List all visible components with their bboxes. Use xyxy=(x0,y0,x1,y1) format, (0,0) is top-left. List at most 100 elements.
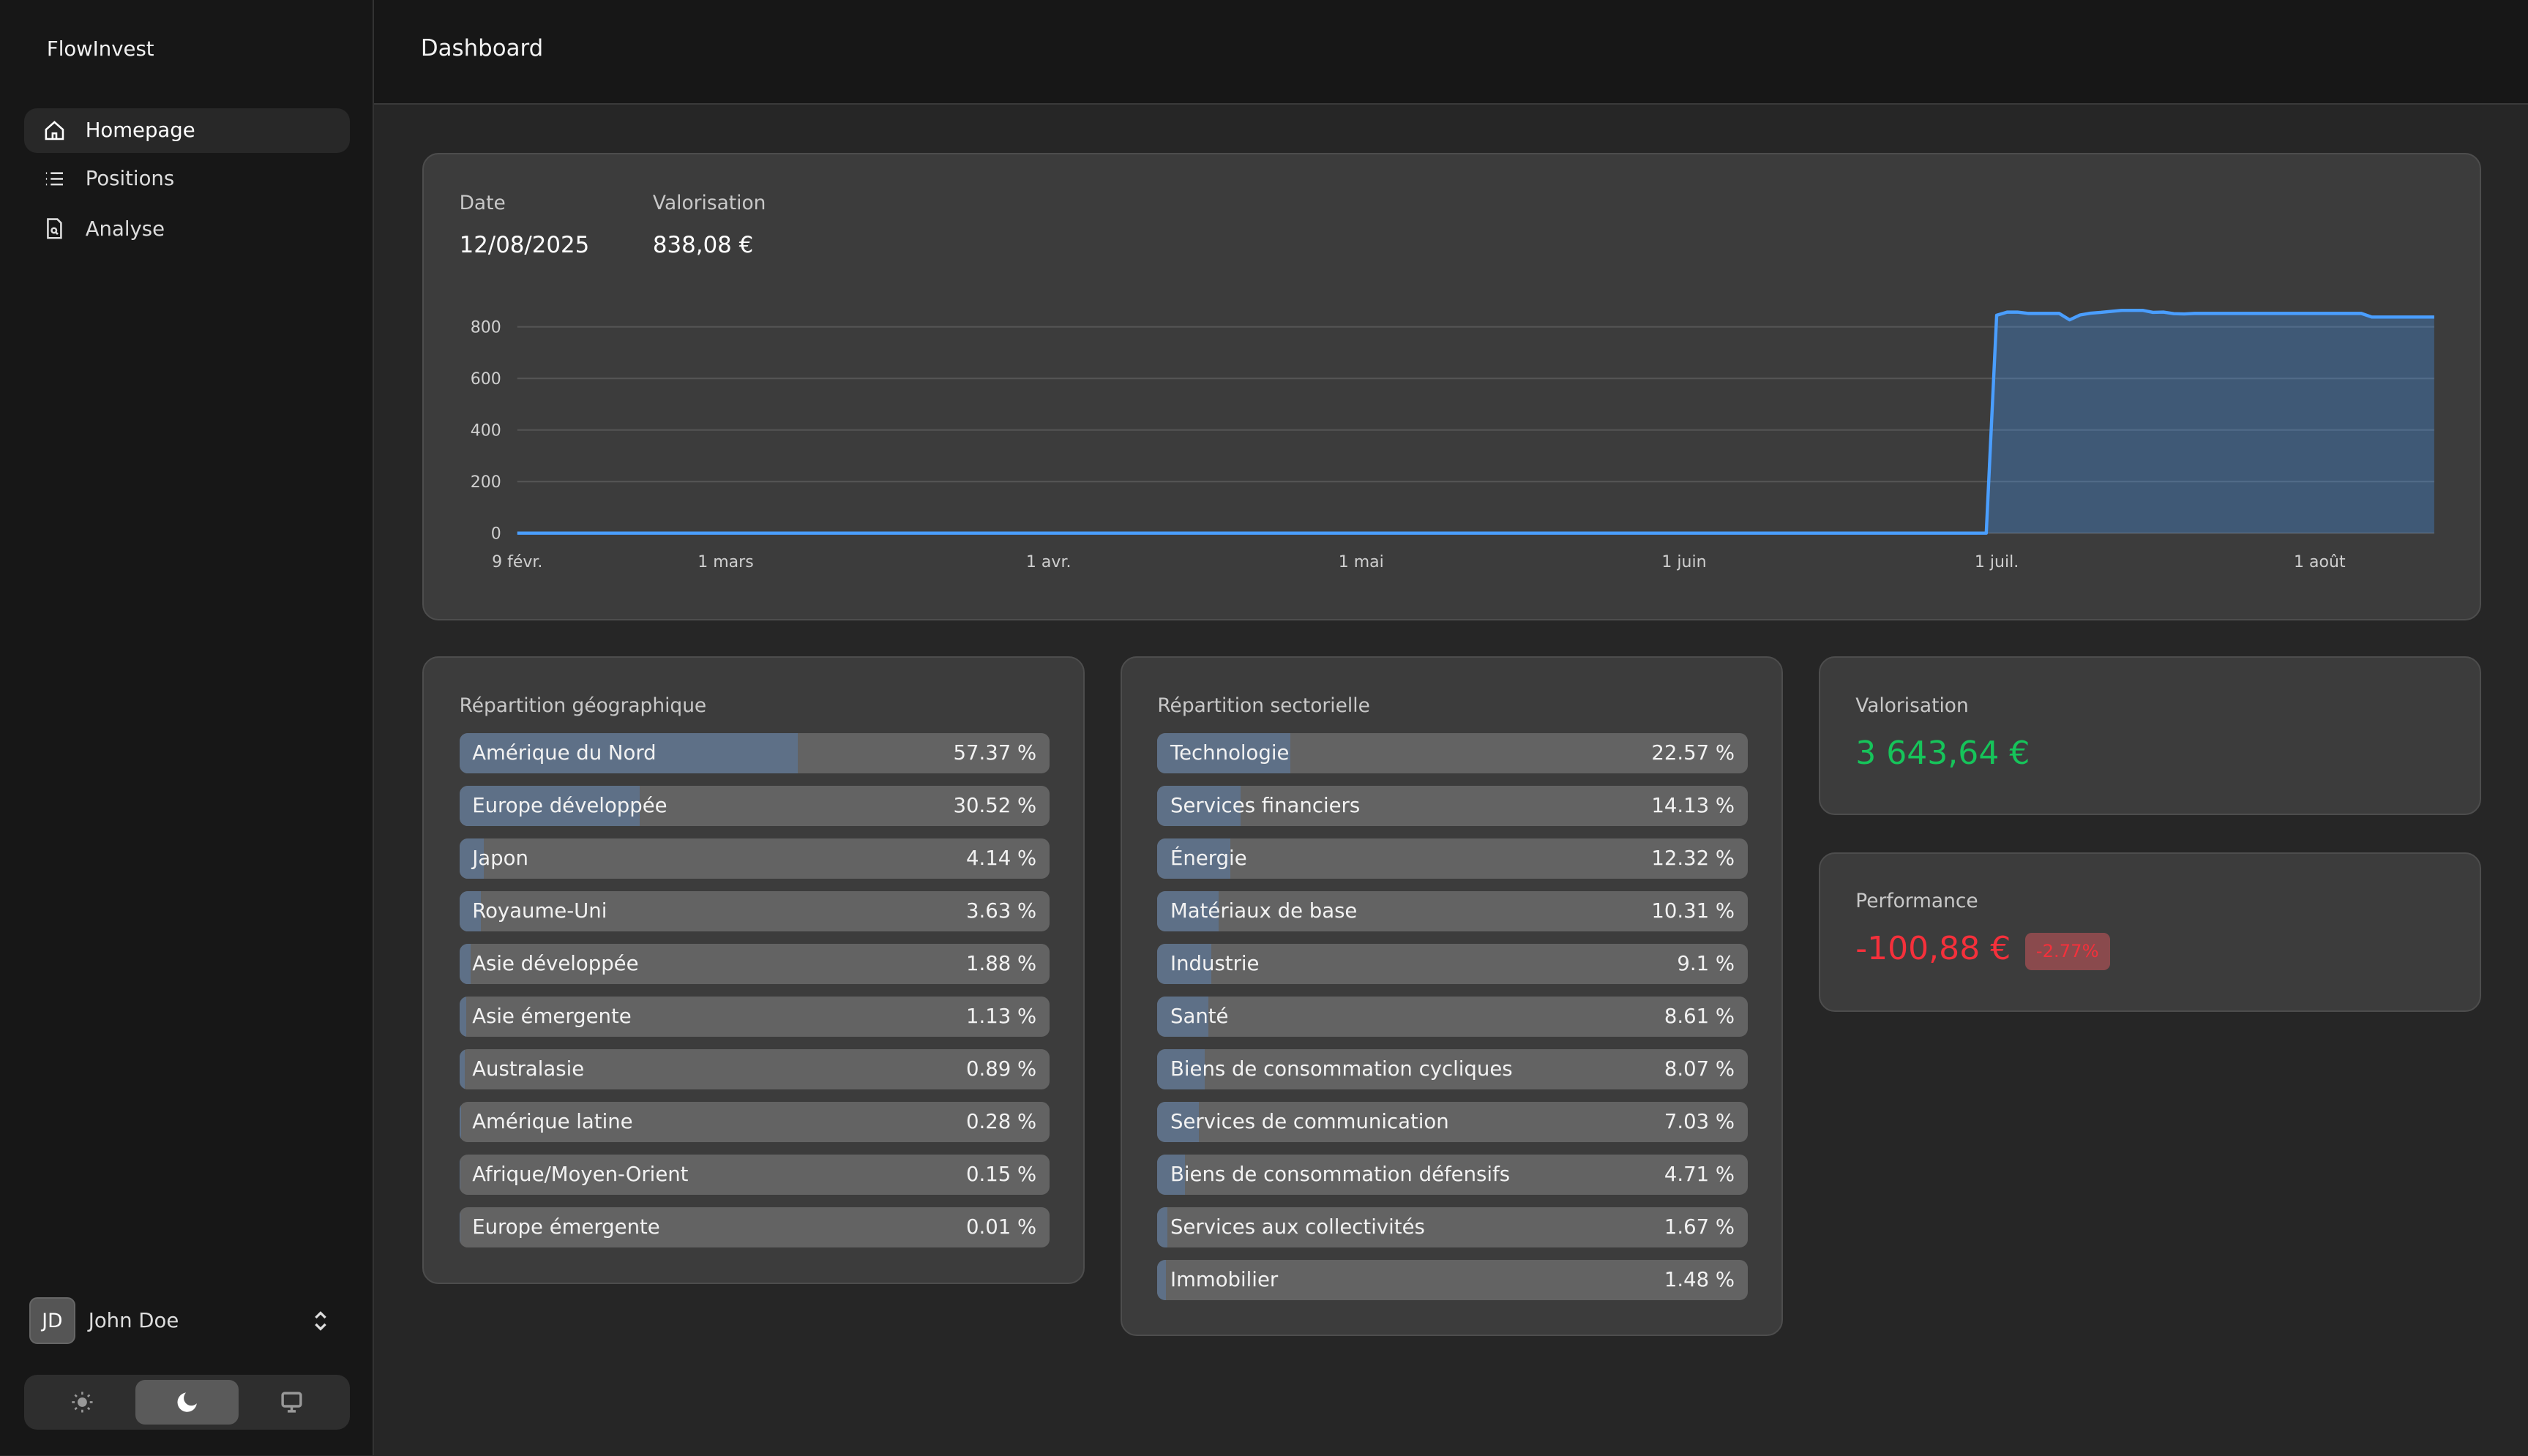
theme-light-button[interactable] xyxy=(31,1380,134,1425)
allocation-fill xyxy=(1157,786,1241,827)
list-item: Services de communication 7.03 % xyxy=(1157,1102,1748,1143)
sidebar-item-label: Homepage xyxy=(85,119,195,143)
item-name: Industrie xyxy=(1170,952,1260,976)
allocation-fill xyxy=(459,786,640,827)
item-pct: 0.01 % xyxy=(966,1215,1037,1239)
geo-title: Répartition géographique xyxy=(459,694,707,718)
theme-dark-button[interactable] xyxy=(135,1379,239,1425)
list-item: Énergie 12.32 % xyxy=(1157,838,1748,879)
item-pct: 1.88 % xyxy=(966,952,1037,976)
sector-title: Répartition sectorielle xyxy=(1157,694,1370,718)
performance-label: Performance xyxy=(1855,889,1978,912)
list-item: Asie développée 1.88 % xyxy=(459,944,1050,985)
file-search-icon xyxy=(47,218,63,239)
theme-system-button[interactable] xyxy=(240,1380,343,1425)
item-pct: 0.15 % xyxy=(966,1163,1037,1187)
list-item: Santé 8.61 % xyxy=(1157,997,1748,1037)
y-tick-label: 400 xyxy=(471,422,501,440)
home-icon xyxy=(45,121,64,140)
allocation-fill xyxy=(1157,1155,1186,1196)
list-item: Asie émergente 1.13 % xyxy=(459,997,1050,1037)
user-menu[interactable]: JD John Doe xyxy=(29,1297,352,1344)
item-name: Services financiers xyxy=(1170,794,1361,818)
list-item: Biens de consommation défensifs 4.71 % xyxy=(1157,1155,1748,1196)
x-tick-label: 1 août xyxy=(2294,553,2346,571)
date-label: Date xyxy=(459,191,506,214)
allocation-fill xyxy=(1157,944,1211,985)
item-pct: 57.37 % xyxy=(953,741,1037,765)
sidebar-item-homepage[interactable]: Homepage xyxy=(24,108,350,154)
list-item: Amérique du Nord 57.37 % xyxy=(459,733,1050,774)
series-line xyxy=(517,309,2435,536)
date-value: 12/08/2025 xyxy=(459,232,590,258)
item-name: Technologie xyxy=(1170,741,1290,765)
sidebar-item-analyse[interactable]: Analyse xyxy=(24,206,350,252)
allocation-fill xyxy=(459,1102,461,1143)
allocation-fill xyxy=(459,733,799,774)
list-item: Afrique/Moyen-Orient 0.15 % xyxy=(459,1155,1050,1196)
sidebar: FlowInvest Homepage Positions Analyse JD… xyxy=(0,0,374,1456)
item-name: Services de communication xyxy=(1170,1110,1449,1134)
page-title: Dashboard xyxy=(420,35,544,62)
list-icon xyxy=(46,172,64,186)
sidebar-item-positions[interactable]: Positions xyxy=(24,157,350,202)
x-tick-label: 1 juil. xyxy=(1975,553,2019,571)
allocation-fill xyxy=(1157,733,1291,774)
performance-card: Performance -100,88 € -2.77% xyxy=(1818,852,2481,1012)
allocation-fill xyxy=(1157,997,1208,1037)
item-name: Australasie xyxy=(472,1057,585,1081)
list-item: Immobilier 1.48 % xyxy=(1157,1260,1748,1301)
sun-icon xyxy=(72,1392,93,1413)
sidebar-item-label: Positions xyxy=(85,167,175,191)
header: Dashboard xyxy=(374,0,2528,105)
allocation-fill xyxy=(1157,838,1230,879)
item-name: Europe développée xyxy=(472,794,667,818)
item-pct: 12.32 % xyxy=(1651,847,1735,871)
item-name: Biens de consommation défensifs xyxy=(1170,1163,1511,1187)
item-name: Immobilier xyxy=(1170,1268,1279,1292)
area-fill xyxy=(517,310,2435,533)
brand-logo[interactable]: FlowInvest xyxy=(46,37,154,61)
item-pct: 10.31 % xyxy=(1651,899,1735,923)
item-name: Énergie xyxy=(1170,847,1247,871)
allocation-fill xyxy=(459,1049,465,1090)
x-tick-label: 1 mai xyxy=(1339,553,1384,571)
allocation-fill xyxy=(1157,1260,1167,1301)
x-tick-label: 1 avr. xyxy=(1026,553,1072,571)
item-pct: 4.71 % xyxy=(1664,1163,1735,1187)
item-pct: 22.57 % xyxy=(1651,741,1735,765)
allocation-fill xyxy=(459,838,484,879)
allocation-fill xyxy=(1157,1049,1205,1090)
item-pct: 30.52 % xyxy=(953,794,1037,818)
item-name: Afrique/Moyen-Orient xyxy=(472,1163,689,1187)
allocation-fill xyxy=(1157,1102,1200,1143)
valuation-chart[interactable]: 0 200 400 600 800 9 févr. 1 mars 1 avr. 1 mai 1 j… xyxy=(424,154,2480,618)
chevrons-up-down-icon xyxy=(315,1310,327,1331)
allocation-fill xyxy=(1157,1207,1167,1248)
item-name: Services aux collectivités xyxy=(1170,1215,1425,1239)
item-name: Santé xyxy=(1170,1005,1229,1029)
geo-card: Répartition géographique Amérique du Nor… xyxy=(422,656,1085,1285)
x-tick-label: 1 mars xyxy=(698,553,753,571)
item-pct: 14.13 % xyxy=(1651,794,1735,818)
x-tick-label: 9 févr. xyxy=(492,553,542,571)
item-pct: 8.61 % xyxy=(1664,1005,1735,1029)
item-pct: 3.63 % xyxy=(966,899,1037,923)
list-item: Technologie 22.57 % xyxy=(1157,733,1748,774)
theme-switcher xyxy=(24,1374,350,1430)
list-item: Japon 4.14 % xyxy=(459,838,1050,879)
list-item: Industrie 9.1 % xyxy=(1157,944,1748,985)
list-item: Royaume-Uni 3.63 % xyxy=(459,891,1050,932)
item-pct: 0.28 % xyxy=(966,1110,1037,1134)
y-tick-label: 800 xyxy=(471,319,501,337)
item-pct: 9.1 % xyxy=(1677,952,1735,976)
total-valuation-label: Valorisation xyxy=(1855,694,1969,718)
item-pct: 1.67 % xyxy=(1664,1215,1735,1239)
x-tick-label: 1 juin xyxy=(1662,553,1707,571)
list-item: Services financiers 14.13 % xyxy=(1157,786,1748,827)
performance-badge: -2.77% xyxy=(2024,933,2110,970)
item-pct: 1.13 % xyxy=(966,1005,1037,1029)
allocation-fill xyxy=(1157,891,1219,932)
valuation-value: 838,08 € xyxy=(652,232,754,258)
